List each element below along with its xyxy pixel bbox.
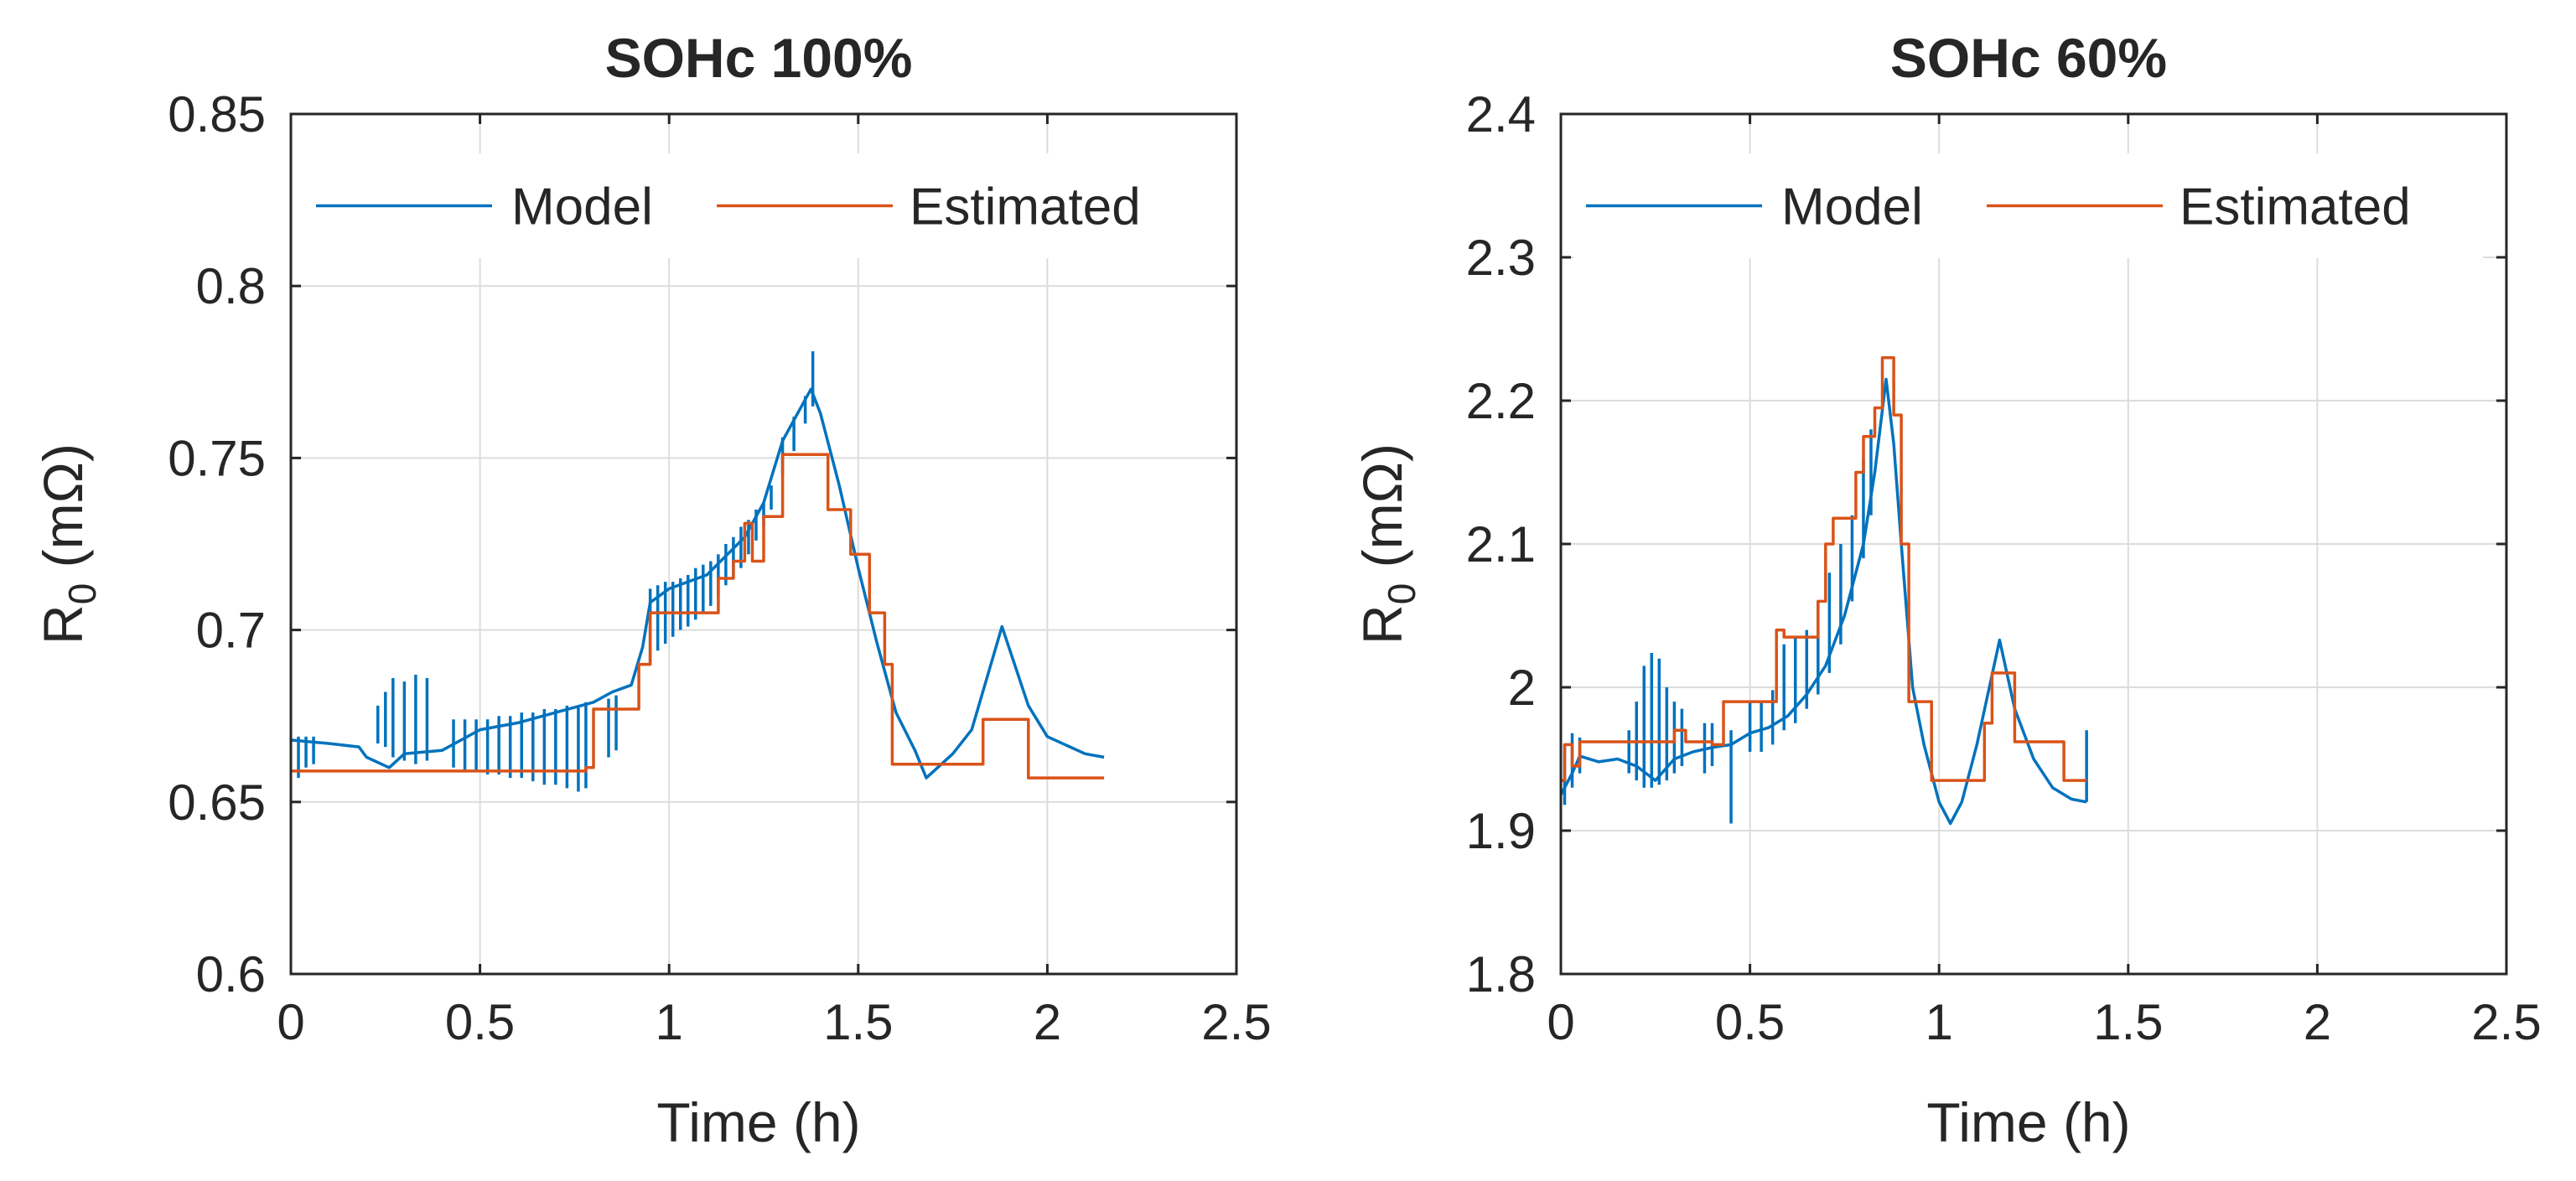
legend-label-estimated: Estimated — [910, 179, 1141, 236]
y-tick-label: 0.7 — [196, 603, 266, 659]
y-axis-label-symbol: R — [32, 604, 94, 645]
y-tick-label: 1.9 — [1466, 803, 1536, 859]
y-tick-label: 0.75 — [168, 430, 266, 486]
plot-frame — [289, 112, 1238, 976]
y-tick-label: 2 — [1508, 660, 1536, 716]
y-tick-label: 0.65 — [168, 774, 266, 831]
y-tick-label: 2.4 — [1466, 86, 1536, 142]
legend-label-estimated: Estimated — [2179, 179, 2411, 236]
y-axis-label-unit: (mΩ) — [1351, 443, 1413, 583]
y-axis-label-subscript: 0 — [1380, 583, 1423, 605]
y-axis-label: R0 (mΩ) — [32, 443, 104, 645]
legend-label-model: Model — [511, 179, 653, 236]
y-axis-label-subscript: 0 — [60, 583, 104, 605]
x-axis-label: Time (h) — [1926, 1091, 2130, 1153]
chart-panel-sohc-60: SOHc 60% Time (h) R0 (mΩ) 0 0.5 1 1.5 2 2.51.… — [1351, 27, 2542, 1153]
y-tick-label: 0.85 — [168, 86, 266, 142]
x-tick-label: 0 — [277, 994, 304, 1050]
y-tick-label: 0.6 — [196, 946, 266, 1002]
y-tick-label: 1.8 — [1466, 946, 1536, 1002]
series-line-estimated — [1561, 355, 2087, 782]
y-axis-label: R0 (mΩ) — [1351, 443, 1423, 645]
chart-title: SOHc 100% — [605, 27, 913, 89]
series-line-model — [1559, 377, 2087, 826]
x-tick-label: 1 — [1926, 994, 1953, 1050]
legend-label-model: Model — [1781, 179, 1923, 236]
y-axis-label-unit: (mΩ) — [32, 443, 94, 583]
y-axis-label-symbol: R — [1351, 604, 1413, 645]
y-tick-label: 0.8 — [196, 258, 266, 314]
series-line-estimated — [291, 453, 1105, 780]
x-tick-label: 1.5 — [823, 994, 893, 1050]
x-tick-label: 2.5 — [2471, 994, 2541, 1050]
x-axis-label: Time (h) — [656, 1091, 860, 1153]
x-tick-label: 1 — [656, 994, 683, 1050]
x-tick-label: 2.5 — [1201, 994, 1271, 1050]
x-tick-label: 0.5 — [1715, 994, 1785, 1050]
x-tick-label: 2 — [1034, 994, 1061, 1050]
y-tick-label: 2.3 — [1466, 230, 1536, 286]
x-tick-label: 0.5 — [445, 994, 515, 1050]
y-tick-label: 2.1 — [1466, 516, 1536, 572]
x-tick-label: 2 — [2304, 994, 2331, 1050]
x-tick-label: 0 — [1547, 994, 1574, 1050]
chart-panel-sohc-100: SOHc 100% Time (h) R0 (mΩ) 0 0.5 1 1.5 2 2.50… — [32, 27, 1272, 1153]
y-tick-label: 2.2 — [1466, 373, 1536, 429]
chart-title: SOHc 60% — [1890, 27, 2167, 89]
x-tick-label: 1.5 — [2093, 994, 2163, 1050]
